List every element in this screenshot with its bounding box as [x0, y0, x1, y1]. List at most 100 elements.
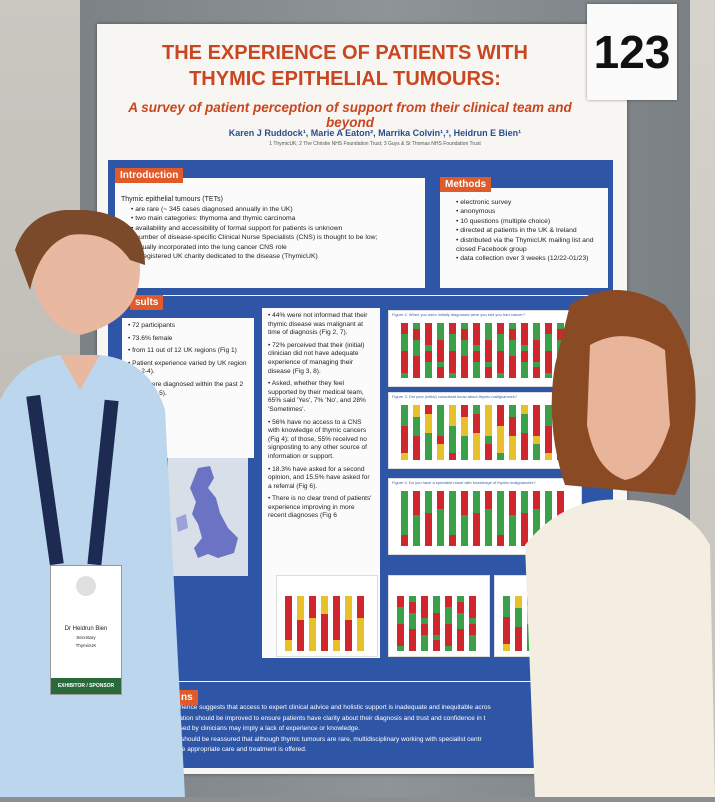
chart-bar	[413, 323, 420, 378]
chart-bar	[413, 491, 420, 546]
title-line-1: THE EXPERIENCE OF PATIENTS WITH	[162, 42, 528, 64]
conclusions-heading: ns	[176, 690, 198, 705]
chart-bar	[521, 491, 528, 546]
list-item: distributed via the ThymicUK mailing lis…	[456, 236, 602, 255]
introduction-heading: Introduction	[115, 168, 184, 183]
person-left	[0, 209, 185, 797]
figure-3-chart: Figure 3. Did your (initial) consultant …	[388, 392, 582, 469]
result-bullet: • Asked, whether they feel supported by …	[268, 380, 366, 413]
badge-logo-icon	[76, 576, 96, 596]
chart-bar	[485, 405, 492, 460]
chart-bar	[509, 491, 516, 546]
chart-bar	[401, 491, 408, 546]
poster-number: 123	[593, 26, 671, 78]
chart-bar	[401, 323, 408, 378]
conclusion-line: erience suggests that access to expert c…	[176, 704, 491, 711]
chart-bar	[497, 491, 504, 546]
list-item: two main categories: thymoma and thymic …	[131, 214, 419, 223]
intro-list: are rare (~ 345 cases diagnosed annually…	[121, 205, 419, 261]
conclusion-line: ure appropriate care and treatment is of…	[176, 746, 307, 753]
chart-bar	[533, 491, 540, 546]
chart-bar	[473, 491, 480, 546]
chart-bar	[413, 405, 420, 460]
uk-map-figure	[168, 458, 248, 576]
chart-bar	[409, 596, 416, 651]
chart-bar	[515, 596, 522, 651]
chart-bar	[485, 491, 492, 546]
chart-bar	[509, 323, 516, 378]
chart-bar	[503, 596, 510, 651]
result-bullet: • 18.3% have asked for a second opinion,…	[268, 465, 370, 490]
chart-bar	[485, 323, 492, 378]
chart-bar	[437, 405, 444, 460]
poster-affiliations: 1 ThymicUK; 2 The Christie NHS Foundatio…	[269, 141, 481, 147]
methods-heading: Methods	[440, 177, 492, 192]
result-bullet: • 73.6% female	[128, 334, 173, 342]
figure-4-bars	[401, 491, 575, 546]
list-item: are rare (~ 345 cases diagnosed annually…	[131, 205, 419, 214]
badge-role: Secretary	[76, 635, 96, 640]
chart-bar	[509, 405, 516, 460]
badge-name: Dr Heidrun Bien	[64, 626, 108, 632]
result-bullet: • 72% perceived that their (initial) cli…	[268, 341, 365, 375]
chart-bar	[449, 405, 456, 460]
chart-bar	[473, 405, 480, 460]
conclusion-line: cation should be improved to ensure pati…	[176, 714, 486, 722]
introduction-box: Thymic epithelial tumours (TETs) are rar…	[115, 178, 425, 288]
chart-bar	[473, 323, 480, 378]
methods-box: electronic surveyanonymous10 questions (…	[440, 188, 608, 288]
conclusions-text: erience suggests that access to expert c…	[176, 703, 556, 756]
figure-7-bars	[397, 596, 483, 651]
list-item: usually incorporated into the lung cance…	[131, 243, 419, 252]
results-heading: sults	[130, 295, 164, 310]
conclusion-line: used by clinicians may imply a lack of e…	[176, 725, 360, 732]
name-badge: Dr Heidrun Bien Secretary ThymicUK EXHIB…	[50, 565, 122, 695]
figure-4-chart: Figure 4. Do you have a specialist nurse…	[388, 478, 582, 555]
poster-number-card: 123	[587, 4, 677, 100]
list-item: availability and accessibility of formal…	[131, 224, 419, 233]
chart-bar	[461, 405, 468, 460]
chart-bar	[497, 323, 504, 378]
chart-bar	[437, 323, 444, 378]
figure-4-caption: Figure 4. Do you have a specialist nurse…	[392, 480, 536, 485]
chart-bar	[425, 323, 432, 378]
list-item: 10 questions (multiple choice)	[456, 217, 602, 226]
chart-bar	[425, 405, 432, 460]
chart-bar	[345, 596, 352, 651]
conclusion-line: s should be reassured that although thym…	[176, 735, 482, 743]
chart-bar	[457, 596, 464, 651]
results-col-2-text: • 44% were not informed that their thymi…	[262, 308, 380, 529]
chart-bar	[397, 596, 404, 651]
list-item: e registered UK charity dedicated to the…	[131, 252, 419, 261]
chart-bar	[521, 405, 528, 460]
result-bullet: • from 11 out of 12 UK regions (Fig 1)	[128, 347, 237, 355]
list-item: electronic survey	[456, 198, 602, 207]
chart-bar	[445, 596, 452, 651]
result-bullet: • There is no clear trend of patients' e…	[268, 495, 372, 520]
list-item: data collection over 3 weeks (12/22-01/2…	[456, 254, 602, 263]
poster-title: THE EXPERIENCE OF PATIENTS WITH THYMIC E…	[105, 40, 585, 92]
figure-3-caption: Figure 3. Did your (initial) consultant …	[392, 394, 517, 399]
person-right	[515, 285, 715, 797]
chart-bar	[437, 491, 444, 546]
chart-bar	[449, 323, 456, 378]
figure-6-bars	[285, 596, 371, 651]
chart-bar	[309, 596, 316, 651]
result-bullet: • 56% have no access to a CNS with knowl…	[268, 418, 367, 460]
chart-bar	[321, 596, 328, 651]
figure-7-chart	[388, 575, 490, 657]
chart-bar	[545, 323, 552, 378]
chart-bar	[433, 596, 440, 651]
chart-bar	[497, 405, 504, 460]
chart-bar	[449, 491, 456, 546]
chart-bar	[421, 596, 428, 651]
chart-bar	[533, 323, 540, 378]
result-bullet: • 72 participants	[128, 322, 176, 329]
chart-bar	[469, 596, 476, 651]
list-item: directed at patients in the UK & Ireland	[456, 226, 602, 235]
figure-2-caption: Figure 2. When you were initially diagno…	[392, 312, 525, 317]
poster-subtitle: A survey of patient perception of suppor…	[128, 100, 572, 130]
badge-org: ThymicUK	[75, 643, 97, 648]
chart-bar	[545, 405, 552, 460]
chart-bar	[533, 405, 540, 460]
